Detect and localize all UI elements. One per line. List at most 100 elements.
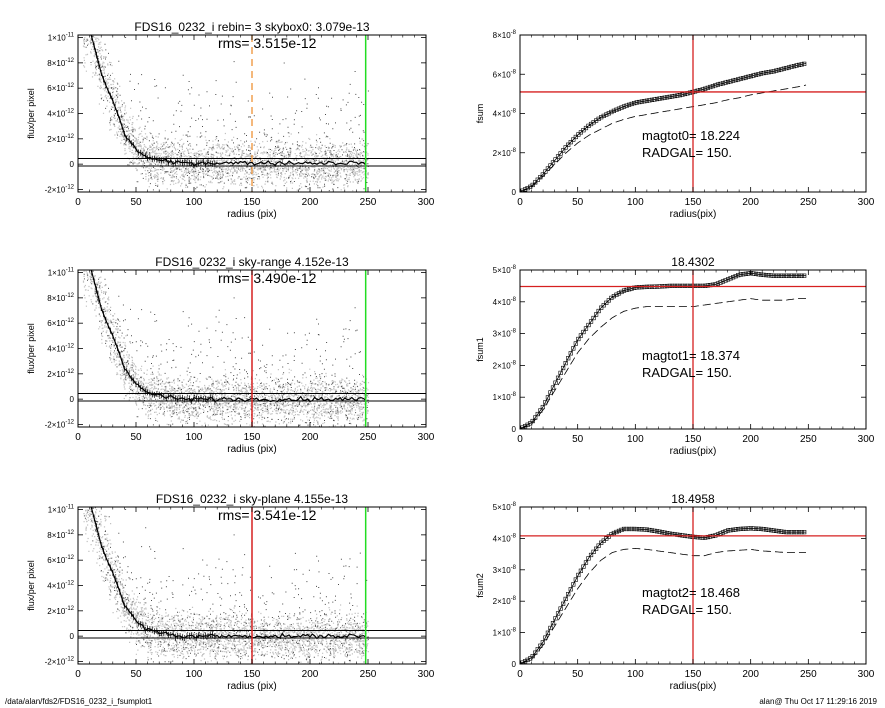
x-tick-label: 250 xyxy=(360,432,377,443)
fsum-marker xyxy=(596,543,601,548)
rms-annotation: rms= 3.541e-12 xyxy=(218,507,317,523)
y-tick-label: 0 xyxy=(512,188,517,197)
fsum-marker xyxy=(687,90,693,95)
x-tick-label: 150 xyxy=(685,197,702,208)
fsum-marker xyxy=(624,103,629,108)
plot-area xyxy=(520,507,866,664)
fsum-marker xyxy=(670,94,675,99)
chart-panel-2: magtot0= 18.224 RADGAL= 150. 0 50 100 150 200 2… xyxy=(475,30,875,220)
fsum-marker xyxy=(766,527,771,532)
fsum-marker xyxy=(583,125,589,131)
fsum-marker xyxy=(581,128,586,133)
x-tick-label: 0 xyxy=(75,197,81,208)
x-tick-label: 0 xyxy=(75,669,81,680)
fsum-marker xyxy=(563,596,568,602)
fsum-marker xyxy=(797,530,802,535)
chart-panel-6: magtot2= 18.468 RADGAL= 150. 0 50 100 150 200 2… xyxy=(475,492,875,692)
fsum-marker xyxy=(568,351,573,356)
fsum-marker xyxy=(705,283,710,288)
chart-panel-5: rms= 3.541e-12 0 50 100 150 200 250 300 1×10-11 8… xyxy=(26,492,435,692)
fsum-marker xyxy=(599,115,604,120)
fsum-marker xyxy=(621,288,627,293)
fsum-marker xyxy=(586,556,591,561)
fsum-marker xyxy=(677,532,682,538)
fsum-marker xyxy=(728,79,733,84)
x-tick-label: 0 xyxy=(75,432,81,443)
x-tick-label: 100 xyxy=(186,432,203,443)
fsum-marker xyxy=(743,526,748,531)
fsum-marker xyxy=(639,99,644,104)
fsum-marker xyxy=(766,70,771,75)
fsum-marker xyxy=(543,169,548,174)
fsum-marker xyxy=(634,100,639,105)
fsum-marker xyxy=(789,64,794,69)
fsum-marker xyxy=(751,73,756,78)
fsum-marker xyxy=(764,70,769,75)
fsum-marker xyxy=(725,277,731,282)
fsum-marker xyxy=(761,70,766,76)
fsum-marker xyxy=(797,273,802,278)
fsum-marker xyxy=(571,137,576,142)
fsum-marker xyxy=(784,65,789,71)
fsum-marker xyxy=(779,67,784,72)
sky-subtracted-dashed-line xyxy=(520,298,806,429)
fsum-marker xyxy=(654,529,660,534)
fsum-marker xyxy=(530,182,535,188)
fsum-marker xyxy=(616,291,622,296)
y-tick-label: 2×10-12 xyxy=(47,134,74,144)
fsum-marker xyxy=(708,84,713,90)
fsum-marker xyxy=(802,530,807,535)
y-tick-label: 1×10-8 xyxy=(493,392,517,402)
fsum-marker xyxy=(614,107,619,112)
y-tick-label: 2×10-8 xyxy=(493,596,517,606)
y-tick-label: 0 xyxy=(512,660,517,669)
fsum-marker xyxy=(578,568,583,573)
fsum-marker xyxy=(672,93,677,99)
fsum-marker xyxy=(616,528,622,534)
fsum-marker xyxy=(720,530,726,535)
mean-profile-line xyxy=(90,507,367,640)
fsum-marker xyxy=(540,404,545,410)
fsum-marker xyxy=(665,531,670,536)
fsum-marker xyxy=(657,529,662,534)
fsum-marker xyxy=(558,151,563,156)
sky-subtracted-dashed-line xyxy=(520,547,806,664)
fsum-marker xyxy=(774,68,779,73)
fsum-marker xyxy=(548,625,553,631)
fsum-marker xyxy=(601,113,606,118)
fsum-marker xyxy=(776,529,781,534)
fsum-marker xyxy=(606,298,611,303)
y-axis-label: fsum1 xyxy=(475,337,485,362)
chart-title: FDS16_0232_i sky-plane 4.155e-13 xyxy=(156,492,348,506)
fsum-marker xyxy=(621,104,627,109)
x-tick-label: 300 xyxy=(418,669,435,680)
mean-profile-line xyxy=(90,270,367,403)
fsum-marker xyxy=(553,157,558,162)
fsum-marker xyxy=(637,527,642,532)
x-tick-label: 100 xyxy=(186,197,203,208)
fsum-marker xyxy=(614,292,619,297)
fsum-marker xyxy=(555,375,561,380)
x-tick-label: 200 xyxy=(742,434,759,445)
fsum-marker xyxy=(764,272,769,278)
fsum-marker xyxy=(748,74,753,79)
y-tick-label: 1×10-11 xyxy=(48,505,75,515)
y-tick-label: 4×10-12 xyxy=(47,109,74,119)
x-tick-label: 200 xyxy=(302,197,319,208)
fsum-marker xyxy=(520,188,525,192)
fsum-marker xyxy=(616,106,622,111)
fsum-marker xyxy=(723,80,728,85)
fsum-marker xyxy=(746,526,751,531)
fsum-marker xyxy=(728,528,733,533)
fsum-marker xyxy=(794,273,799,278)
fsum-marker xyxy=(629,101,634,107)
fsum-marker xyxy=(563,361,568,366)
fsum-marker xyxy=(561,148,566,153)
fsum-marker xyxy=(601,303,606,308)
fsum-marker xyxy=(576,572,581,578)
fsum-marker xyxy=(665,95,670,100)
fsum-marker xyxy=(604,112,609,117)
chart-panel-4: magtot1= 18.374 RADGAL= 150. 0 50 100 150 200 2… xyxy=(475,255,875,457)
y-tick-label: 6×10-8 xyxy=(493,69,517,79)
fsum-marker xyxy=(791,273,797,278)
